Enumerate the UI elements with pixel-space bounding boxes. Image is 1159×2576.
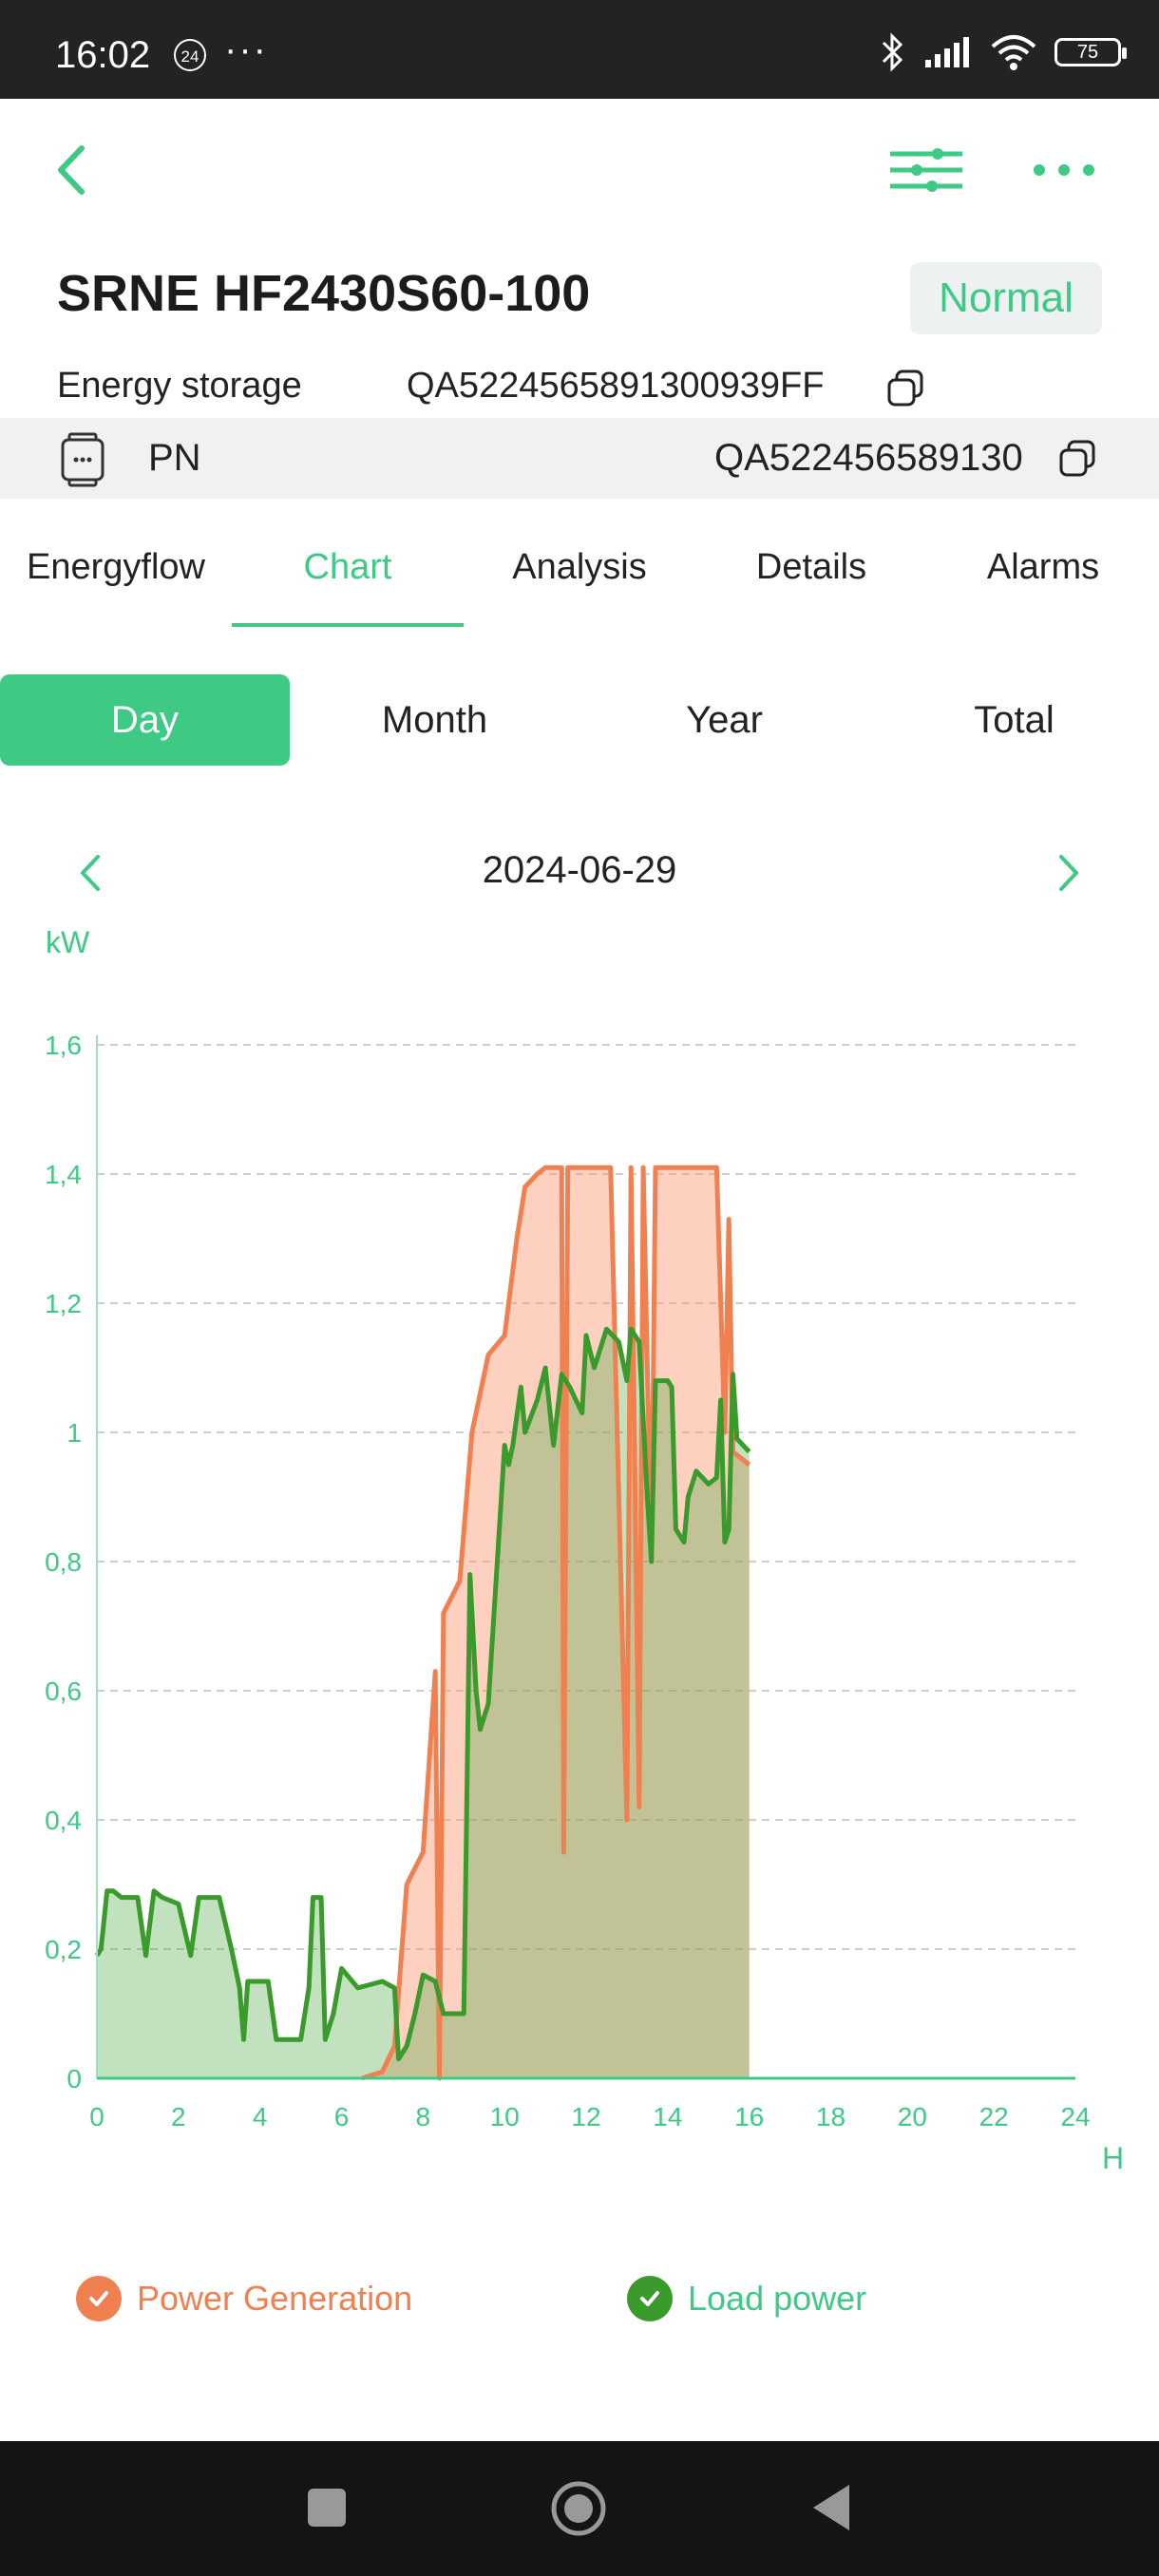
legend-load-power[interactable]: Load power — [627, 2270, 866, 2327]
back-nav-icon[interactable] — [808, 2481, 855, 2534]
chart-grid — [97, 1044, 1075, 1950]
x-tick-label: 22 — [979, 2102, 1009, 2131]
x-tick-label: 8 — [416, 2102, 431, 2131]
period-total-button[interactable]: Total — [974, 699, 1054, 741]
y-tick-label: 0,4 — [45, 1806, 82, 1835]
date-navigator: 2024-06-29 — [0, 836, 1159, 912]
y-tick-label: 0,6 — [45, 1676, 82, 1706]
system-navigation-bar — [0, 2441, 1159, 2576]
signal-icon — [925, 37, 969, 67]
legend-power-generation[interactable]: Power Generation — [76, 2270, 412, 2327]
next-date-icon[interactable] — [1050, 849, 1088, 897]
y-tick-labels: 0 0,2 0,4 0,6 0,8 1 1,2 1,4 1,6 — [45, 1031, 82, 2093]
x-tick-label: 20 — [898, 2102, 927, 2131]
active-tab-indicator — [232, 623, 464, 627]
y-tick-label: 1,4 — [45, 1160, 82, 1189]
x-tick-label: 14 — [653, 2102, 682, 2131]
series-area-1 — [97, 1329, 750, 2078]
period-year-button[interactable]: Year — [686, 699, 763, 741]
pn-value: QA522456589130 — [714, 437, 1023, 479]
y-axis-label: kW — [46, 931, 90, 959]
tab-details[interactable]: Details — [755, 547, 867, 587]
legend-label: Load power — [688, 2279, 867, 2318]
selected-date[interactable]: 2024-06-29 — [482, 849, 677, 891]
more-options-icon[interactable] — [1026, 146, 1102, 194]
settings-sliders-icon[interactable] — [888, 146, 964, 194]
series-area-0 — [361, 1167, 750, 2078]
y-tick-label: 0 — [66, 2064, 82, 2093]
chart-lines — [94, 1165, 751, 2081]
tab-analysis[interactable]: Analysis — [512, 547, 647, 587]
more-notifications-icon: ··· — [224, 28, 268, 70]
pn-label: PN — [148, 437, 201, 479]
device-type-label: Energy storage — [57, 366, 302, 406]
series-line-0 — [361, 1165, 751, 2081]
tab-alarms[interactable]: Alarms — [986, 547, 1100, 587]
x-tick-label: 4 — [253, 2102, 268, 2131]
battery-indicator: 75 — [1054, 38, 1127, 66]
y-tick-label: 1 — [66, 1418, 82, 1448]
notification-badge: 24 — [174, 39, 206, 71]
recent-apps-icon[interactable] — [304, 2485, 350, 2530]
x-tick-label: 10 — [490, 2102, 520, 2131]
status-badge: Normal — [910, 262, 1102, 334]
pn-row: PN QA522456589130 — [0, 418, 1159, 499]
y-tick-label: 0,2 — [45, 1935, 82, 1964]
tab-chart[interactable]: Chart — [303, 547, 392, 587]
bluetooth-icon — [882, 32, 903, 72]
x-axis-label: H — [1102, 2141, 1124, 2175]
home-icon[interactable] — [549, 2479, 608, 2538]
chart-areas — [97, 1167, 750, 2078]
x-tick-label: 16 — [734, 2102, 764, 2131]
y-tick-label: 1,2 — [45, 1289, 82, 1318]
chart-axes — [96, 1035, 1075, 2080]
x-tick-labels: 0 2 4 6 8 10 12 14 16 18 20 22 24 — [89, 2102, 1090, 2131]
period-day-button[interactable]: Day — [0, 674, 290, 766]
back-icon[interactable] — [46, 137, 103, 203]
copy-pn-icon[interactable] — [1057, 439, 1097, 479]
y-tick-label: 1,6 — [45, 1031, 82, 1060]
datalogger-icon — [61, 432, 104, 487]
legend-check-icon — [76, 2276, 122, 2321]
x-tick-label: 6 — [334, 2102, 350, 2131]
clock: 16:02 — [55, 34, 151, 76]
legend-label: Power Generation — [137, 2279, 413, 2318]
x-tick-label: 18 — [816, 2102, 846, 2131]
y-tick-label: 0,8 — [45, 1547, 82, 1577]
x-tick-label: 0 — [89, 2102, 104, 2131]
copy-serial-icon[interactable] — [885, 369, 925, 408]
status-bar: 16:02 24 ··· 75 — [0, 0, 1159, 99]
wifi-icon — [991, 35, 1036, 70]
device-title: SRNE HF2430S60-100 — [57, 265, 591, 322]
previous-date-icon[interactable] — [71, 849, 109, 897]
legend-check-icon — [627, 2276, 673, 2321]
device-serial: QA5224565891300939FF — [407, 366, 825, 406]
top-bar — [0, 99, 1159, 232]
tab-bar: Energyflow Chart Analysis Details Alarms — [0, 503, 1159, 629]
x-tick-label: 12 — [571, 2102, 600, 2131]
period-selector: Day Month Year Total — [0, 674, 1159, 766]
status-icons: 75 — [878, 28, 1127, 76]
series-line-1 — [94, 1326, 751, 2062]
tab-energyflow[interactable]: Energyflow — [27, 547, 205, 587]
x-tick-label: 2 — [171, 2102, 186, 2131]
power-chart: kW 00,20,40,60,811,21,41,6 0 2 4 6 8 10 12 14 16… — [45, 931, 1124, 2175]
period-month-button[interactable]: Month — [381, 699, 488, 741]
x-tick-label: 24 — [1060, 2102, 1090, 2131]
